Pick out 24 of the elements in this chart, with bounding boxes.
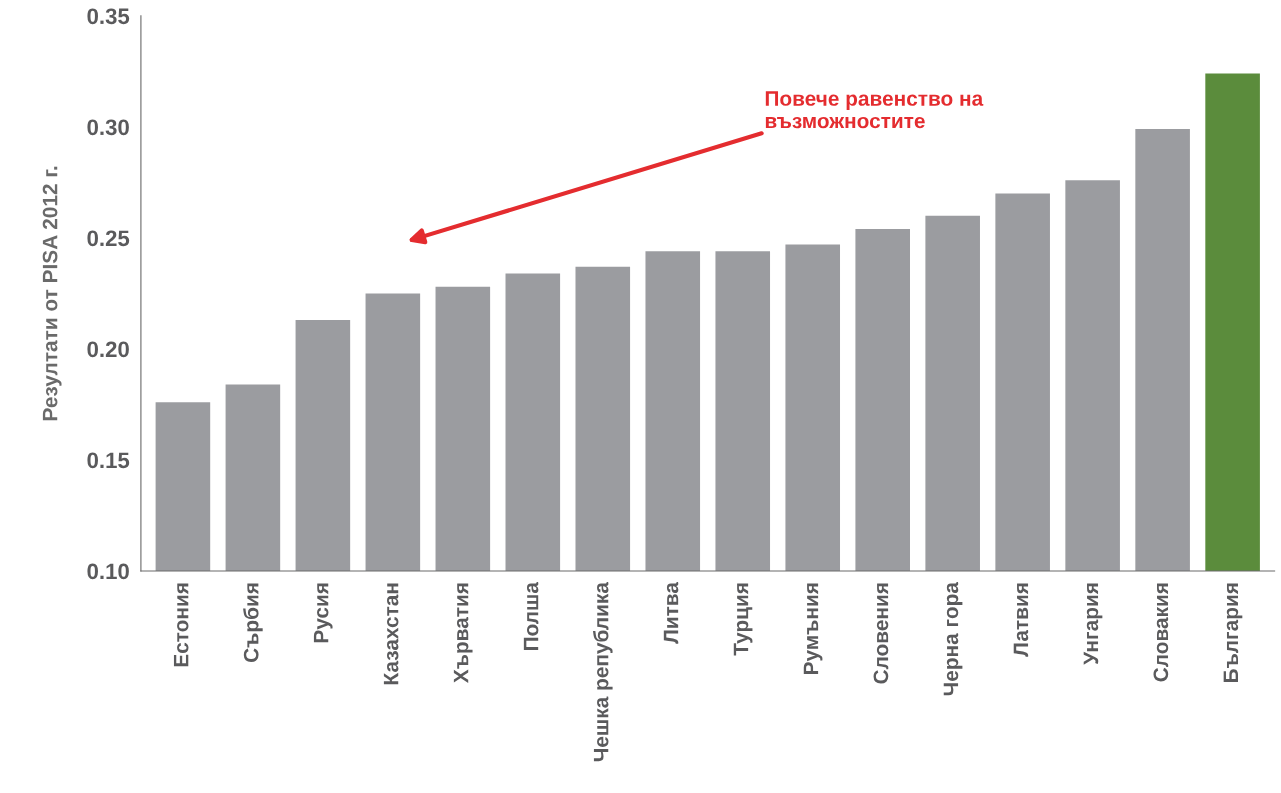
y-axis-title: Резултати от PISA 2012 г.	[42, 166, 62, 421]
x-tick-label: Словакия	[1153, 583, 1169, 682]
y-tick-label: 0.10	[87, 563, 129, 580]
y-tick-label: 0.35	[87, 8, 130, 25]
y-tick-label: 0.15	[87, 452, 130, 469]
x-tick-label: Естония	[173, 583, 189, 667]
x-tick-label: България	[1223, 583, 1243, 683]
x-tick-label: Турция	[733, 583, 753, 656]
x-tick-label: Латвия	[1013, 583, 1029, 657]
x-tick-label: Сърбия	[243, 583, 263, 662]
x-tick-label: Хърватия	[453, 583, 473, 683]
x-tick-label: Литва	[663, 581, 679, 644]
x-tick-label: Унгария	[1083, 583, 1103, 665]
x-tick-label: Словения	[873, 583, 889, 684]
y-tick-label: 0.25	[87, 230, 130, 247]
x-tick-label: Полша	[523, 581, 539, 651]
y-tick-label: 0.20	[87, 341, 129, 358]
x-tick-label: Черна гора	[943, 581, 963, 696]
y-tick-label: 0.30	[87, 119, 129, 136]
x-tick-label: Русия	[313, 583, 333, 643]
annotation: Повече равенство на възможностите	[765, 91, 984, 129]
x-tick-label: Чешка република	[592, 581, 613, 762]
x-tick-label: Румъния	[803, 583, 823, 675]
x-tick-label: Казахстан	[383, 583, 399, 685]
